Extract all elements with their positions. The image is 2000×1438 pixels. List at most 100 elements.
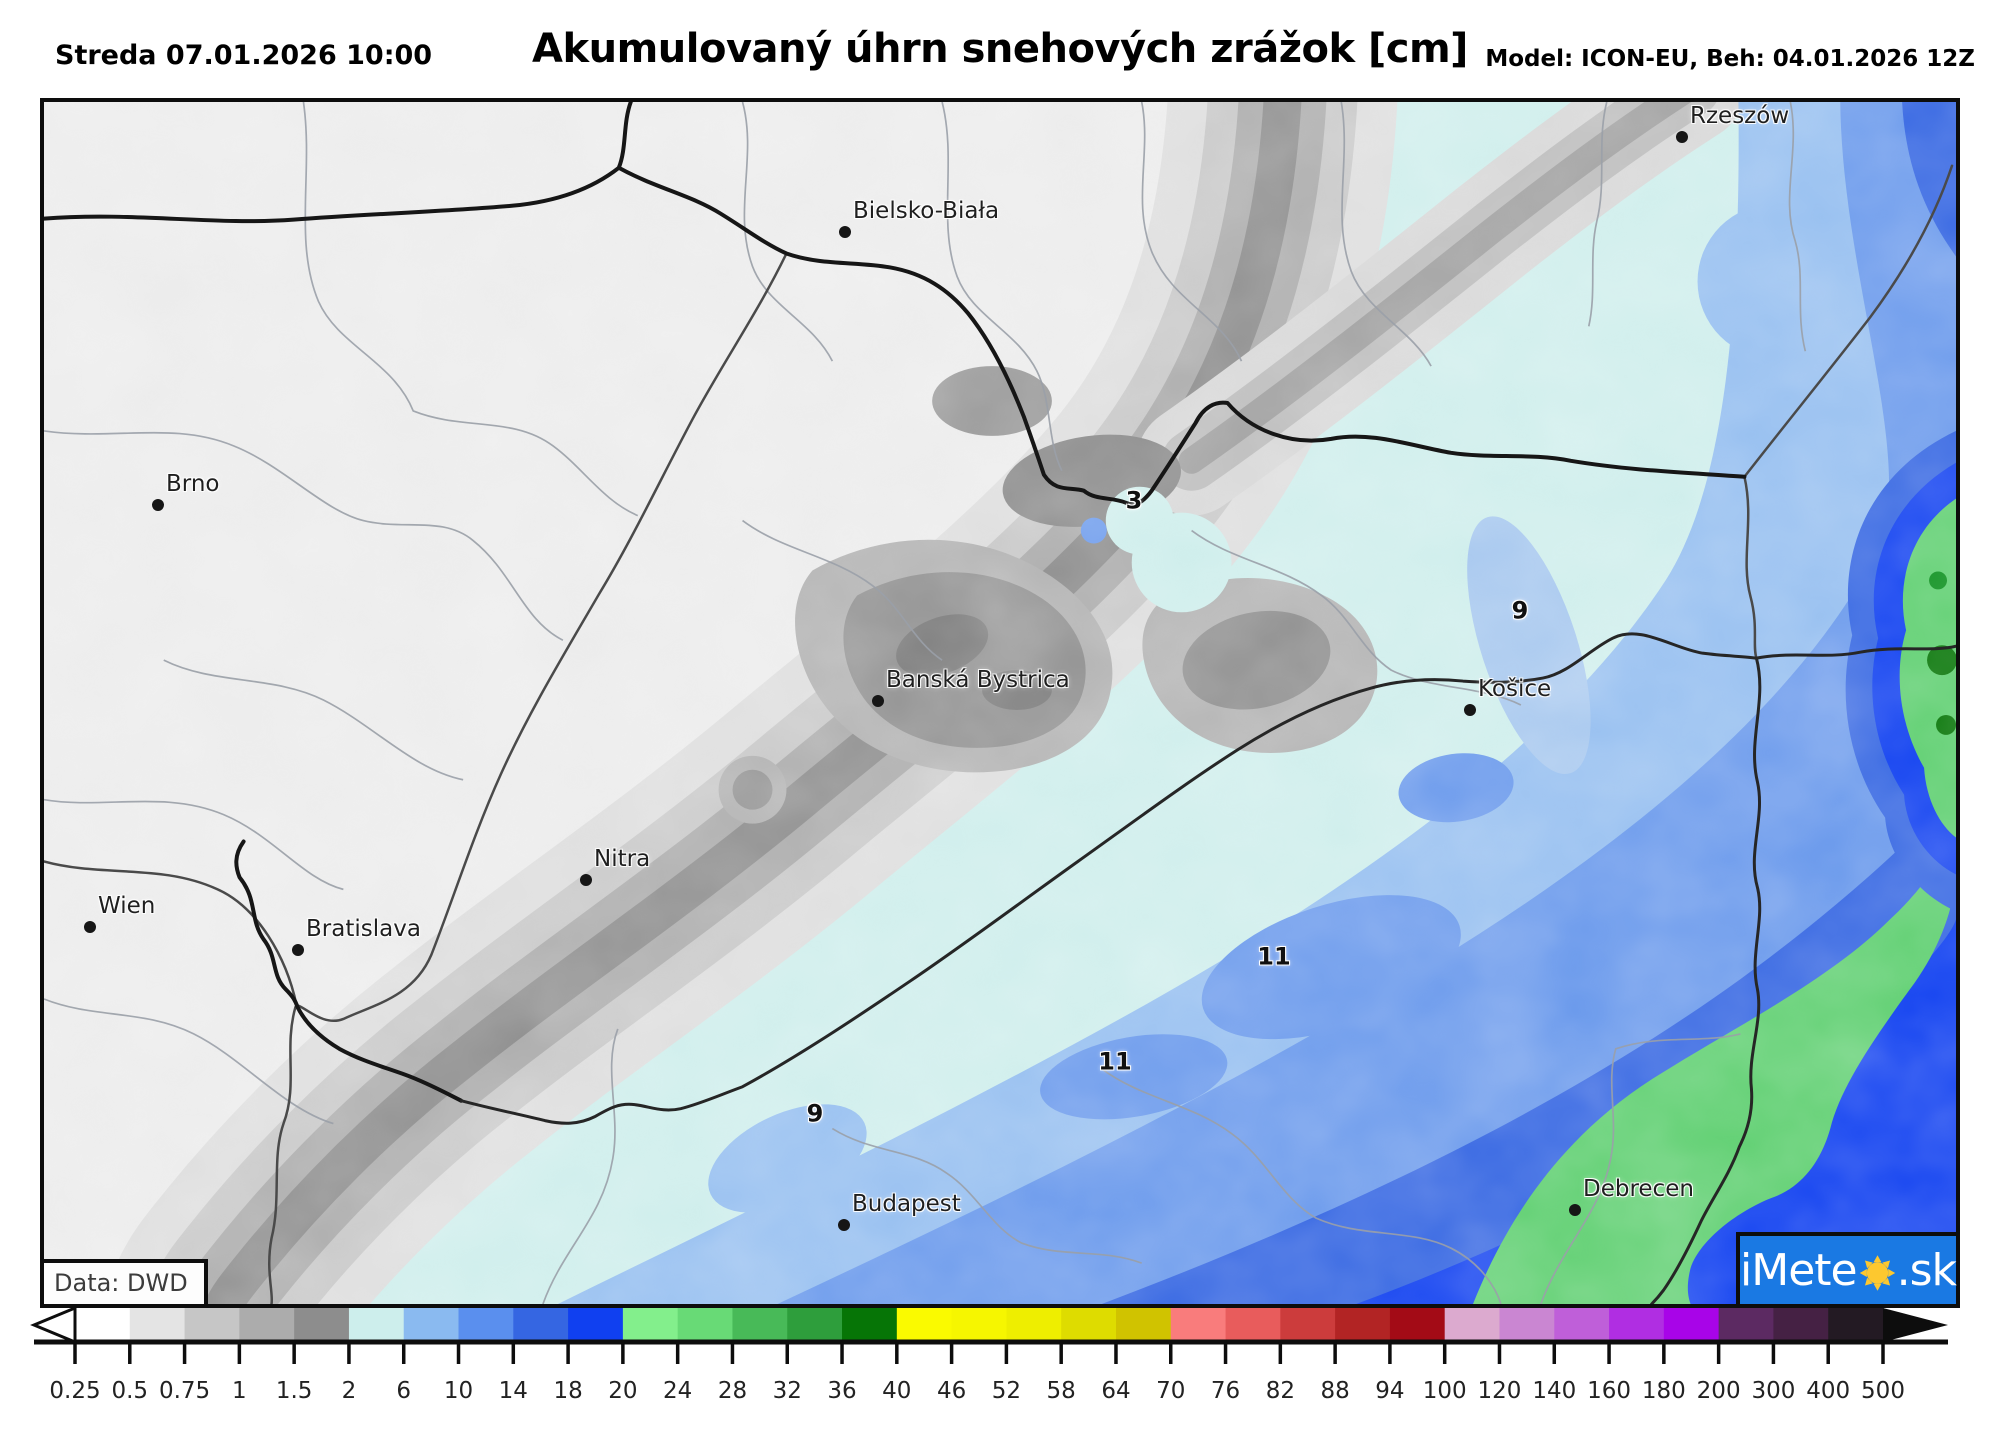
colorbar-tick-label: 160 xyxy=(1587,1378,1631,1404)
city-dot-icon xyxy=(152,499,164,511)
secondary-borders xyxy=(44,164,1954,1304)
colorbar-tick-label: 58 xyxy=(1047,1378,1076,1404)
colorbar-tick-label: 0.75 xyxy=(159,1378,210,1404)
colorbar-left-arrow-icon xyxy=(30,1305,77,1345)
colorbar-segment xyxy=(1280,1308,1336,1342)
colorbar-tick-label: 0.25 xyxy=(49,1378,100,1404)
city-label: Budapest xyxy=(852,1191,961,1217)
colorbar-segment xyxy=(568,1308,624,1342)
colorbar-tick-label: 76 xyxy=(1211,1378,1240,1404)
city-dot-icon xyxy=(1464,704,1476,716)
colorbar-segment xyxy=(1444,1308,1501,1342)
colorbar-segment xyxy=(1773,1308,1829,1342)
colorbar-segment xyxy=(951,1308,1007,1342)
colorbar-segment xyxy=(622,1308,679,1342)
page-title: Akumulovaný úhrn snehových zrážok [cm] xyxy=(532,26,1468,72)
city-label: Debrecen xyxy=(1583,1176,1694,1202)
city-label: Banská Bystrica xyxy=(886,667,1070,693)
colorbar-segment xyxy=(1170,1308,1227,1342)
snow-value-label: 3 xyxy=(1125,486,1143,515)
colorbar-tick-label: 14 xyxy=(499,1378,528,1404)
colorbar-segment xyxy=(184,1308,240,1342)
colorbar-segment xyxy=(896,1308,953,1342)
logo-text-suffix: .sk xyxy=(1896,1244,1957,1296)
colorbar-tick-label: 94 xyxy=(1375,1378,1404,1404)
terrain-texture xyxy=(44,102,1956,1304)
colorbar-tick-label: 18 xyxy=(553,1378,582,1404)
colorbar-segment xyxy=(1499,1308,1555,1342)
colorbar-segment xyxy=(1663,1308,1720,1342)
city-label: Brno xyxy=(166,471,220,497)
colorbar-tick-label: 300 xyxy=(1751,1378,1795,1404)
colorbar-segment xyxy=(1609,1308,1665,1342)
colorbar-segment xyxy=(1554,1308,1610,1342)
colorbar-tick-label: 40 xyxy=(882,1378,911,1404)
colorbar-tick-label: 2 xyxy=(342,1378,357,1404)
colorbar-segment xyxy=(787,1308,843,1342)
colorbar-tick-label: 20 xyxy=(608,1378,637,1404)
colorbar-tick-label: 1.5 xyxy=(276,1378,313,1404)
snow-value-label: 9 xyxy=(1511,596,1529,625)
imeteo-logo[interactable]: iMete .sk xyxy=(1736,1232,1957,1304)
colorbar-segment xyxy=(1335,1308,1391,1342)
colorbar-tick-label: 64 xyxy=(1101,1378,1130,1404)
colorbar-tick-label: 1 xyxy=(232,1378,247,1404)
colorbar-tick-label: 24 xyxy=(663,1378,692,1404)
city-label: Nitra xyxy=(594,846,651,872)
colorbar-tick-label: 28 xyxy=(718,1378,747,1404)
city-label: Rzeszów xyxy=(1690,103,1790,129)
map-markers-layer: Rzeszów Bielsko-Biała Brno Banská Bystrica K… xyxy=(44,102,1956,1304)
datetime-label: Streda 07.01.2026 10:00 xyxy=(55,40,433,71)
colorbar-segment xyxy=(239,1308,295,1342)
colorbar-tick-label: 400 xyxy=(1806,1378,1850,1404)
city-label: Wien xyxy=(98,893,156,919)
colorbar-tick-label: 500 xyxy=(1861,1378,1905,1404)
colorbar-segment xyxy=(1828,1308,1884,1342)
colorbar-tick-label: 70 xyxy=(1156,1378,1185,1404)
data-source-label: Data: DWD xyxy=(54,1269,188,1297)
colorbar-segment xyxy=(677,1308,734,1342)
colorbar-segment xyxy=(348,1308,405,1342)
colorbar-tick-label: 100 xyxy=(1423,1378,1467,1404)
colorbar-tick-label: 120 xyxy=(1478,1378,1522,1404)
colorbar-tick-label: 10 xyxy=(444,1378,473,1404)
colorbar-segment xyxy=(513,1308,569,1342)
sun-icon xyxy=(1859,1255,1895,1291)
data-source-badge: Data: DWD xyxy=(44,1259,208,1304)
country-borders xyxy=(44,102,1747,1103)
snow-value-label: 11 xyxy=(1257,942,1291,971)
colorbar-tick-label: 140 xyxy=(1532,1378,1576,1404)
snow-value-label: 11 xyxy=(1098,1047,1132,1076)
city-label: Košice xyxy=(1478,676,1552,702)
colorbar-segment xyxy=(75,1308,131,1342)
city-dot-icon xyxy=(872,695,884,707)
colorbar-right-arrow-icon xyxy=(1883,1308,1948,1342)
city-label: Bratislava xyxy=(306,916,421,942)
map-canvas xyxy=(44,102,1956,1304)
colorbar-segment xyxy=(1061,1308,1117,1342)
snow-value-label: 9 xyxy=(806,1099,824,1128)
city-dot-icon xyxy=(580,874,592,886)
colorbar-tick-label: 52 xyxy=(992,1378,1021,1404)
colorbar-tick-label: 82 xyxy=(1266,1378,1295,1404)
colorbar-segment xyxy=(842,1308,898,1342)
model-info-label: Model: ICON-EU, Beh: 04.01.2026 12Z xyxy=(1485,46,1975,72)
colorbar-tick-label: 36 xyxy=(827,1378,856,1404)
map-frame: Rzeszów Bielsko-Biała Brno Banská Bystrica K… xyxy=(40,98,1960,1308)
colorbar-tick-label: 32 xyxy=(773,1378,802,1404)
colorbar-tick-label: 200 xyxy=(1697,1378,1741,1404)
colorbar-segment xyxy=(458,1308,514,1342)
colorbar-segment xyxy=(732,1308,788,1342)
colorbar-segment xyxy=(294,1308,350,1342)
colorbar-segment xyxy=(1718,1308,1775,1342)
city-label: Bielsko-Biała xyxy=(853,198,1000,224)
colorbar-tick-label: 180 xyxy=(1642,1378,1686,1404)
city-dot-icon xyxy=(1569,1204,1581,1216)
city-dot-icon xyxy=(838,1219,850,1231)
city-dot-icon xyxy=(1676,131,1688,143)
colorbar-tick-label: 88 xyxy=(1320,1378,1349,1404)
colorbar-tick-label: 0.5 xyxy=(111,1378,148,1404)
colorbar-segment xyxy=(1225,1308,1281,1342)
city-dot-icon xyxy=(839,226,851,238)
